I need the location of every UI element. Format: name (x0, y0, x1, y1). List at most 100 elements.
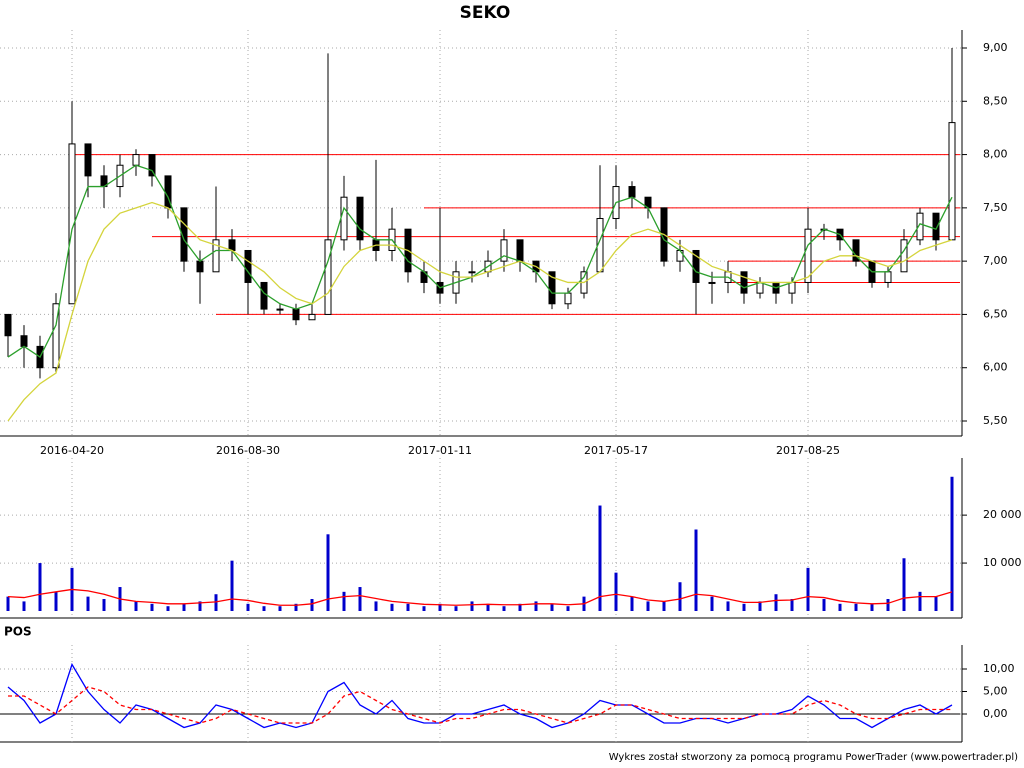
bar (470, 601, 474, 611)
bar (534, 601, 538, 611)
bar (342, 591, 346, 611)
candle-body (276, 308, 284, 311)
bar (182, 603, 186, 611)
bar (374, 601, 378, 611)
candle-body (4, 313, 12, 337)
y-tick-label: 10,00 (983, 662, 1015, 675)
bar (566, 606, 570, 611)
candle-body (356, 196, 364, 241)
bar (246, 603, 250, 611)
bar (774, 594, 778, 611)
bar (230, 560, 234, 611)
bar (486, 603, 490, 611)
candle-body (804, 228, 812, 283)
y-tick-label: 7,50 (983, 201, 1008, 214)
x-tick-label: 2017-08-25 (776, 444, 840, 457)
bar (294, 603, 298, 611)
chart-title: SEKO (460, 3, 511, 23)
candle-body (228, 239, 236, 251)
bar (262, 606, 266, 611)
candle-body (900, 239, 908, 273)
y-tick-label: 10 000 (983, 556, 1022, 569)
bar (614, 572, 618, 611)
candle-body (948, 122, 956, 241)
candle-body (340, 196, 348, 241)
line (7, 201, 953, 422)
bar (438, 603, 442, 611)
line (7, 588, 953, 606)
bar (758, 601, 762, 611)
candle-body (180, 207, 188, 262)
bar (886, 599, 890, 611)
candle-body (628, 186, 636, 198)
bar (662, 601, 666, 611)
bar (518, 603, 522, 611)
candle-body (916, 212, 924, 241)
bar (742, 603, 746, 611)
bar (86, 596, 90, 611)
y-tick-label: 8,00 (983, 148, 1008, 161)
candle-body (500, 239, 508, 262)
y-tick-label: 6,50 (983, 307, 1008, 320)
candle-body (932, 212, 940, 241)
footer: Wykres został stworzony za pomocą progra… (609, 752, 1018, 763)
candle-body (52, 303, 60, 369)
candle-body (548, 271, 556, 305)
candle-body (148, 154, 156, 177)
x-tick-label: 2017-05-17 (584, 444, 648, 457)
bar (150, 603, 154, 611)
candle-body (196, 260, 204, 273)
bar (326, 534, 330, 611)
bar (790, 599, 794, 611)
bar (502, 606, 506, 611)
bar (550, 603, 554, 611)
bar (166, 606, 170, 611)
bar (918, 591, 922, 611)
bar (646, 601, 650, 611)
x-tick-label: 2017-01-11 (408, 444, 472, 457)
y-tick-label: 7,00 (983, 254, 1008, 267)
candle-body (852, 239, 860, 262)
bar (598, 505, 602, 611)
y-tick-label: 8,50 (983, 94, 1008, 107)
candle-body (292, 308, 300, 321)
candle-body (756, 281, 764, 294)
candle-body (676, 249, 684, 262)
line (7, 164, 953, 359)
bar (22, 601, 26, 611)
bar (934, 596, 938, 611)
bar (310, 599, 314, 611)
bar (870, 603, 874, 611)
bar (710, 596, 714, 611)
y-tick-label: 5,50 (983, 414, 1008, 427)
candle-body (324, 239, 332, 315)
candle-body (132, 154, 140, 166)
bar (950, 476, 954, 611)
bar (214, 594, 218, 611)
candle-body (692, 249, 700, 283)
bar (694, 529, 698, 611)
candle-body (884, 271, 892, 283)
bar (630, 596, 634, 611)
bar (38, 563, 42, 611)
line (8, 686, 952, 724)
candle-body (516, 239, 524, 262)
bar (902, 558, 906, 611)
panel-title: POS (4, 625, 32, 639)
candle-body (84, 143, 92, 177)
bar (134, 601, 138, 611)
bar (422, 606, 426, 611)
y-tick-label: 9,00 (983, 41, 1008, 54)
x-tick-label: 2016-04-20 (40, 444, 104, 457)
x-tick-label: 2016-08-30 (216, 444, 280, 457)
bar (390, 603, 394, 611)
bar (358, 587, 362, 611)
bar (822, 599, 826, 611)
bar (6, 596, 10, 611)
bar (102, 599, 106, 611)
bar (198, 601, 202, 611)
bar (278, 606, 282, 611)
candle-body (564, 292, 572, 305)
bar (406, 603, 410, 611)
